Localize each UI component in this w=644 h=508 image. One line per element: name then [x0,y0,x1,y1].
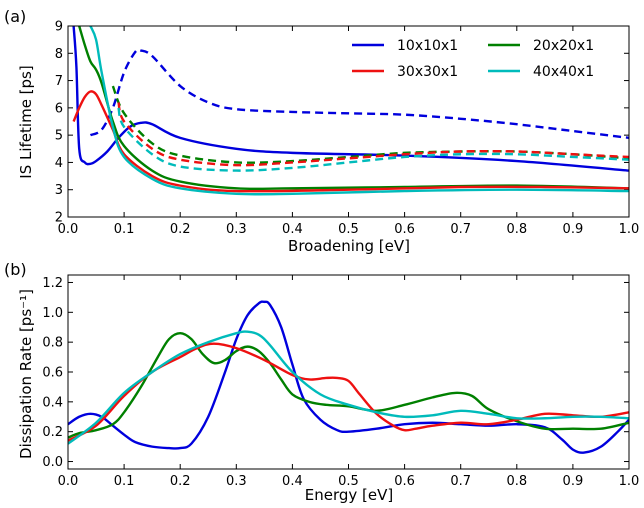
panel-b: (b) Dissipation Rate [ps⁻¹] Energy [eV] … [4,260,639,504]
x-tick-label: 0.3 [226,222,247,237]
x-tick-label: 0.8 [506,222,527,237]
series-line-40x40x1-dashed [117,107,629,172]
series-line-30x30x1 [68,342,629,442]
y-tick-label: 0.8 [42,336,63,351]
x-tick-label: 0.2 [170,222,191,237]
series-line-10x10x1 [68,300,629,454]
panel-a-label: (a) [4,7,26,26]
y-tick-label: 6 [55,101,63,116]
x-tick-label: 0.3 [226,474,247,489]
x-tick-label: 0.7 [450,222,471,237]
y-tick-label: 2 [55,211,63,226]
x-tick-label: 0.1 [114,474,135,489]
x-tick-label: 0.6 [394,474,415,489]
series-line-30x30x1 [72,90,629,193]
x-tick-label: 0.1 [114,222,135,237]
panel-b-xlabel: Energy [eV] [305,486,393,504]
x-tick-label: 0.0 [58,222,79,237]
x-tick-label: 0.0 [58,474,79,489]
y-tick-label: 0.0 [42,455,63,470]
panel-b-ylabel: Dissipation Rate [ps⁻¹] [17,289,35,459]
x-tick-label: 0.6 [394,222,415,237]
x-tick-label: 0.2 [170,474,191,489]
x-tick-label: 0.4 [282,222,303,237]
series-line-40x40x1 [68,330,629,445]
y-tick-label: 0.2 [42,425,63,440]
series-line-20x20x1-dashed [111,85,629,164]
y-tick-label: 5 [55,129,63,144]
y-tick-label: 7 [55,74,63,89]
panel-a-xlabel: Broadening [eV] [288,237,410,255]
x-tick-label: 0.5 [338,474,359,489]
x-tick-label: 0.4 [282,474,303,489]
legend-label-30x30x1: 30x30x1 [397,64,458,80]
panel-b-lines [68,300,629,454]
x-tick-label: 0.5 [338,222,359,237]
series-line-30x30x1-dashed [117,102,629,167]
x-tick-label: 0.7 [450,474,471,489]
x-tick-label: 0.9 [563,474,584,489]
panel-b-ticks: 0.0 0.1 0.2 0.3 0.4 0.5 0.6 0.7 0.8 0.9 1.0 0.0 0.2 0… [42,275,639,489]
series-line-40x40x1 [89,26,629,196]
y-tick-label: 4 [55,156,63,171]
legend-label-40x40x1: 40x40x1 [533,64,594,80]
panel-a: (a) IS Lifetime [ps] Broadening [eV] 0.0… [4,7,639,255]
panel-a-lines [72,26,629,196]
x-tick-label: 0.9 [563,222,584,237]
panel-a-frame [67,25,630,218]
series-line-20x20x1 [68,332,629,439]
y-tick-label: 8 [55,47,63,62]
legend-label-10x10x1: 10x10x1 [397,38,458,54]
x-tick-label: 0.8 [506,474,527,489]
panel-a-legend: 10x10x1 20x20x1 30x30x1 40x40x1 [352,38,594,80]
y-tick-label: 0.6 [42,366,63,381]
y-tick-label: 1.2 [42,276,63,291]
panel-b-frame [67,274,630,470]
panel-b-label: (b) [4,260,27,279]
series-line-10x10x1-dashed [89,48,629,140]
x-tick-label: 1.0 [619,222,640,237]
y-tick-label: 3 [55,183,63,198]
panel-a-ylabel: IS Lifetime [ps] [17,65,35,178]
legend-label-20x20x1: 20x20x1 [533,38,594,54]
y-tick-label: 0.4 [42,395,63,410]
y-tick-label: 1.0 [42,306,63,321]
y-tick-label: 9 [55,20,63,35]
panel-a-ticks: 0.0 0.1 0.2 0.3 0.4 0.5 0.6 0.7 0.8 0.9 1.0 2 3 4 5 6 7 8… [55,20,640,238]
x-tick-label: 1.0 [619,474,640,489]
